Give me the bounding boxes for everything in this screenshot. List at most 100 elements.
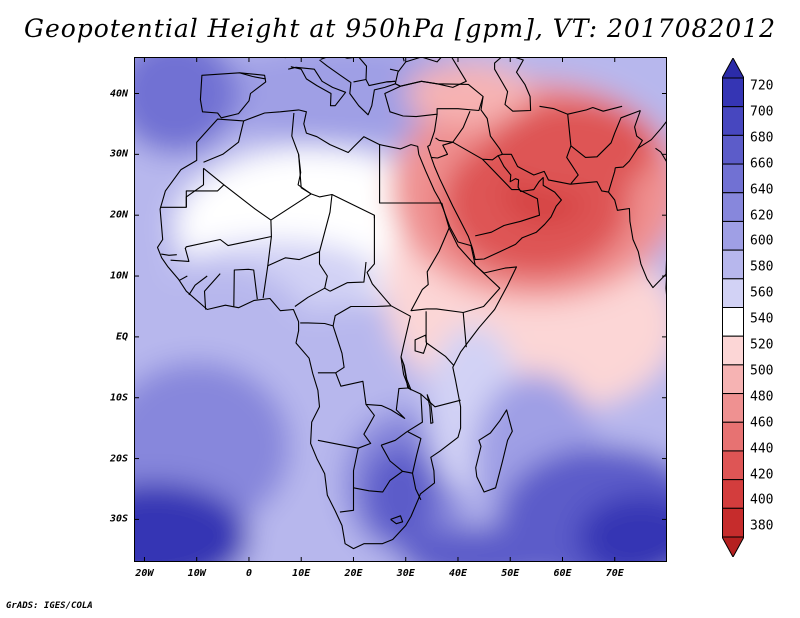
caspian-sea (494, 57, 532, 112)
border-44 (570, 109, 641, 158)
colorbar-label: 480 (750, 389, 774, 405)
tick-marks (134, 57, 667, 562)
y-tick-label: 40N (109, 88, 128, 99)
border-49 (637, 120, 667, 149)
x-tick-label: 0 (245, 568, 252, 579)
border-40 (452, 141, 499, 161)
border-45 (615, 110, 643, 169)
x-tick-label: 10E (292, 568, 311, 579)
colorbar-label: 440 (750, 441, 774, 457)
colorbar (722, 58, 744, 557)
colorbar-swatch (722, 307, 744, 337)
border-27 (463, 264, 501, 314)
colorbar-swatch (722, 479, 744, 509)
border-10 (233, 268, 258, 307)
border-31 (335, 372, 408, 419)
border-20 (294, 287, 325, 307)
border-30 (381, 394, 423, 446)
border-18 (329, 261, 367, 292)
border-50 (655, 147, 667, 163)
lake-victoria (414, 334, 428, 354)
border-16 (379, 144, 442, 204)
black-sea (394, 57, 467, 88)
border-46 (607, 167, 616, 193)
border-47 (539, 105, 568, 115)
border-26 (462, 312, 467, 348)
border-28 (448, 227, 476, 266)
italy (288, 66, 347, 107)
colorbar-swatch (722, 77, 744, 108)
colorbar-label: 400 (750, 492, 774, 508)
border-17 (366, 215, 392, 307)
colorbar-swatch (722, 450, 744, 481)
y-tick-label: 10S (109, 392, 128, 404)
border-23 (390, 305, 411, 358)
x-tick-label: 10W (187, 568, 206, 579)
border-35 (353, 470, 403, 493)
colorbar-swatch (722, 220, 744, 251)
y-tick-label: EQ (115, 331, 128, 343)
border-21 (317, 325, 345, 374)
colorbar-label: 700 (750, 104, 774, 120)
colorbar-top-arrow (722, 58, 744, 79)
colorbar-label: 720 (750, 78, 774, 94)
field-north-atlantic (134, 57, 239, 155)
colorbar-swatch (722, 421, 744, 452)
y-tick-label: 10N (109, 270, 128, 282)
map-frame (134, 57, 667, 562)
border-39 (431, 141, 453, 159)
y-tick-label: 20S (109, 453, 128, 465)
border-25 (426, 342, 455, 366)
border-37 (390, 515, 404, 525)
border-14 (170, 247, 190, 262)
border-6 (318, 194, 333, 292)
field-south-indian (578, 495, 667, 562)
colorbar-label: 660 (750, 156, 774, 172)
border-7 (270, 193, 312, 221)
y-tick-label: 30S (109, 513, 128, 525)
border-3 (203, 120, 245, 163)
persian-gulf-iran-coast (502, 153, 667, 289)
border-13 (179, 275, 188, 281)
border-48 (567, 105, 623, 115)
field-south-atlantic (134, 482, 249, 562)
colorbar-swatch (722, 278, 744, 308)
colorbar-label: 560 (750, 285, 774, 301)
border-56 (239, 72, 266, 80)
colorbar-label: 380 (750, 518, 774, 534)
border-53 (386, 80, 395, 83)
field-south-sea (400, 525, 568, 562)
colorbar-label: 640 (750, 182, 774, 198)
colorbar-swatch (722, 393, 744, 423)
colorbar-swatch (722, 249, 744, 280)
field-southern-africa (363, 446, 438, 544)
border-15 (161, 253, 177, 256)
heatmap-map (134, 57, 667, 562)
colorbar-label: 460 (750, 415, 774, 431)
iberia (199, 72, 267, 119)
border-41 (475, 158, 541, 237)
x-tick-label: 40E (448, 568, 467, 579)
y-tick-label: 20N (109, 209, 128, 221)
balkans-greece (319, 59, 401, 116)
levant-arabia (427, 114, 562, 261)
border-54 (389, 68, 399, 72)
colorbar-label: 620 (750, 208, 774, 223)
colorbar-swatch (722, 507, 744, 538)
colorbar-label: 500 (750, 363, 774, 379)
colorbar-swatch (722, 163, 744, 194)
border-9 (262, 265, 269, 298)
colorbar-bottom-arrow (722, 536, 744, 557)
x-tick-label: 30E (396, 568, 415, 579)
border-22 (410, 202, 464, 314)
border-19 (300, 305, 392, 327)
border-36 (411, 473, 422, 501)
field-layer (134, 57, 667, 562)
colorbar-label: 520 (750, 337, 774, 353)
border-32 (317, 404, 375, 449)
x-tick-label: 70E (605, 568, 624, 579)
colorbar-label: 420 (750, 467, 774, 482)
software-credit: GrADS: IGES/COLA (6, 601, 93, 611)
africa-coastline (156, 109, 518, 550)
colorbar-swatch (722, 106, 744, 136)
